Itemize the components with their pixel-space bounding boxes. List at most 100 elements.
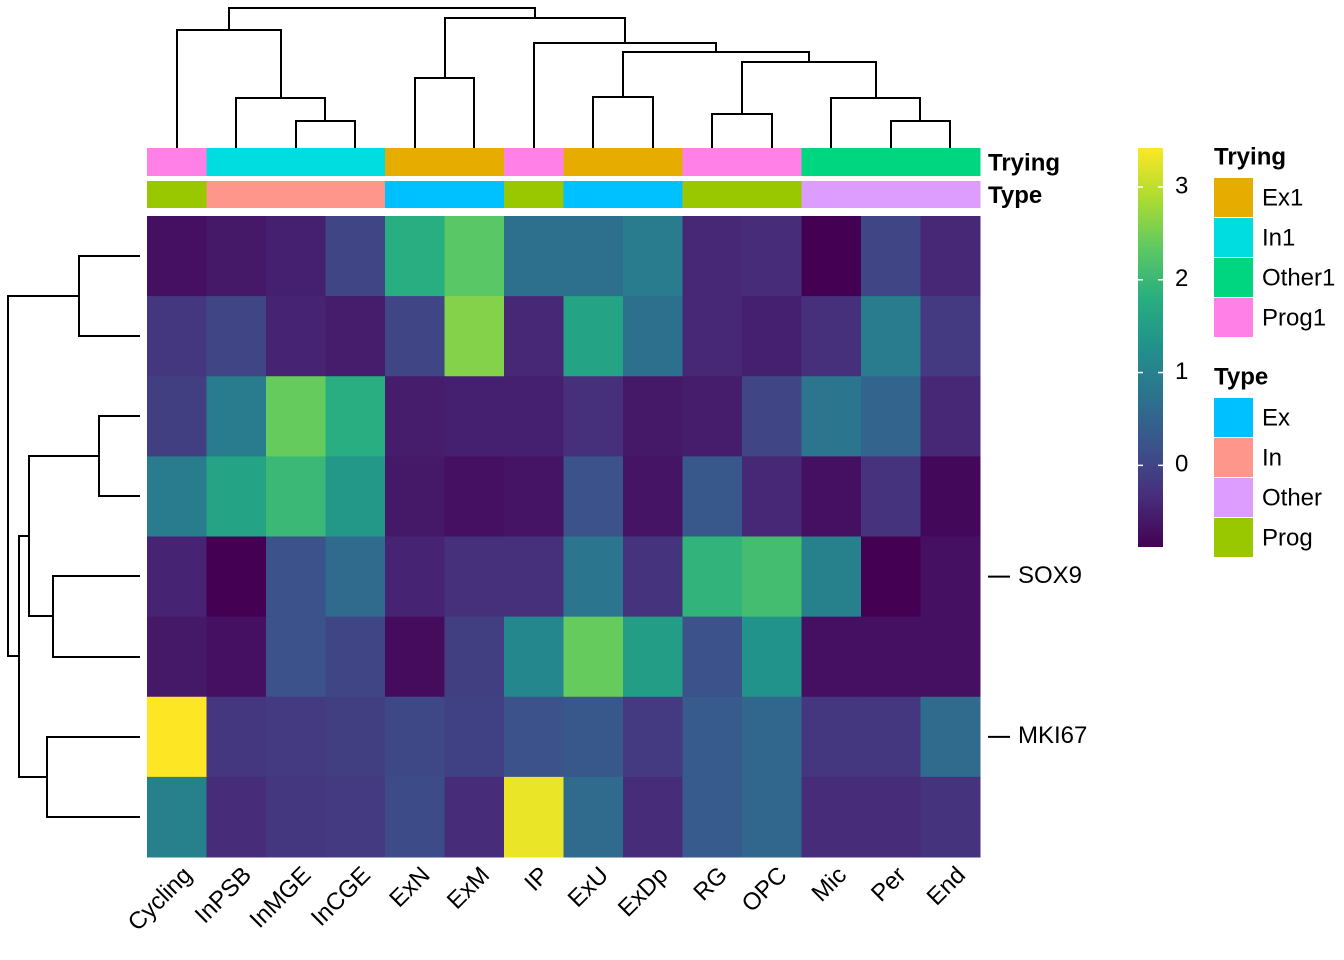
- annotation-cell: [623, 148, 683, 176]
- heatmap-cell: [563, 456, 624, 537]
- column-label: ExM: [442, 862, 495, 915]
- annotation-cell: [444, 148, 505, 176]
- heatmap-cell: [801, 536, 862, 618]
- annotation-cell: [801, 148, 862, 176]
- heatmap-cell: [801, 376, 862, 457]
- annotation-cell: [682, 181, 743, 208]
- heatmap-cell: [147, 456, 207, 537]
- annotation-cell: [742, 181, 802, 208]
- heatmap-cell: [385, 696, 445, 778]
- heatmap-cell: [742, 376, 802, 457]
- annotation-cell: [266, 148, 326, 176]
- heatmap-cell: [682, 776, 743, 858]
- heatmap-cell: [920, 696, 981, 778]
- annotation-cell: [325, 148, 386, 176]
- legend-label: Prog: [1262, 524, 1313, 551]
- heatmap-cell: [444, 216, 505, 297]
- annotation-cell: [920, 148, 981, 176]
- annotation-name: Trying: [988, 149, 1060, 176]
- heatmap-cell: [325, 376, 386, 457]
- annotation-cell: [861, 181, 921, 208]
- heatmap-cell: [266, 376, 326, 457]
- legend-swatch: [1214, 398, 1253, 437]
- colorbar-tick-label: 2: [1175, 265, 1188, 292]
- annotation-cell: [801, 181, 862, 208]
- heatmap-cell: [682, 216, 743, 297]
- heatmap-cell: [861, 696, 921, 778]
- legend-swatch: [1214, 438, 1253, 477]
- heatmap-cell: [206, 296, 267, 377]
- heatmap-cell: [861, 456, 921, 537]
- heatmap-cell: [504, 216, 564, 297]
- column-label: InPSB: [190, 862, 257, 929]
- heatmap-cell: [147, 296, 207, 377]
- heatmap-cell: [801, 616, 862, 698]
- heatmap-cell: [742, 776, 802, 858]
- heatmap-cell: [623, 616, 683, 698]
- heatmap-cell: [682, 616, 743, 698]
- annotation-cell: [325, 181, 386, 208]
- heatmap-cell: [504, 616, 564, 698]
- heatmap-cell: [682, 376, 743, 457]
- annotation-cell: [147, 148, 207, 176]
- heatmap-cell: [920, 376, 981, 457]
- column-label: ExU: [563, 862, 614, 913]
- heatmap-cell: [623, 296, 683, 377]
- heatmap-cell: [147, 696, 207, 778]
- heatmap-cell: [682, 296, 743, 377]
- legend-label: Ex: [1262, 404, 1290, 431]
- heatmap-cell: [623, 376, 683, 457]
- heatmap-cell: [563, 776, 624, 858]
- heatmap-cell: [742, 696, 802, 778]
- heatmap-cell: [444, 616, 505, 698]
- heatmap-cell: [861, 216, 921, 297]
- heatmap-cell: [206, 456, 267, 537]
- heatmap-cell: [920, 216, 981, 297]
- row-label: MKI67: [1018, 722, 1087, 749]
- heatmap-cell: [861, 776, 921, 858]
- column-label: InCGE: [306, 862, 376, 932]
- annotation-cell: [623, 181, 683, 208]
- heatmap-cell: [266, 296, 326, 377]
- heatmap-cell: [742, 456, 802, 537]
- heatmap-cell: [266, 696, 326, 778]
- annotation-cell: [504, 148, 564, 176]
- annotation-cell: [563, 148, 624, 176]
- heatmap-cell: [147, 376, 207, 457]
- heatmap-cell: [504, 776, 564, 858]
- heatmap-cell: [563, 216, 624, 297]
- annotation-cell: [147, 181, 207, 208]
- annotation-name: Type: [988, 182, 1042, 209]
- heatmap-cell: [920, 536, 981, 618]
- heatmap-cell: [444, 536, 505, 618]
- legend-swatch: [1214, 218, 1253, 257]
- heatmap-cell: [147, 776, 207, 858]
- legend-swatch: [1214, 478, 1253, 517]
- heatmap-cell: [206, 536, 267, 618]
- row-label: SOX9: [1018, 562, 1082, 589]
- heatmap-cell: [385, 616, 445, 698]
- heatmap-cell: [504, 696, 564, 778]
- heatmap-cell: [206, 376, 267, 457]
- colorbar-tick-label: 1: [1175, 358, 1188, 385]
- heatmap-cell: [444, 456, 505, 537]
- heatmap-cell: [563, 536, 624, 618]
- legend-label: Ex1: [1262, 184, 1303, 211]
- heatmap-cell: [504, 536, 564, 618]
- heatmap-cell: [861, 376, 921, 457]
- annotation-cell: [504, 181, 564, 208]
- heatmap-cell: [444, 696, 505, 778]
- column-label: Cycling: [123, 862, 198, 937]
- heatmap-cell: [325, 696, 386, 778]
- colorbar-tick-label: 0: [1175, 451, 1188, 478]
- legend-title: Trying: [1214, 143, 1286, 170]
- annotation-cell: [920, 181, 981, 208]
- heatmap-cell: [682, 536, 743, 618]
- annotation-cell: [444, 181, 505, 208]
- column-label: Mic: [806, 862, 851, 907]
- heatmap-cell: [682, 456, 743, 537]
- legend-swatch: [1214, 178, 1253, 217]
- heatmap-cell: [742, 536, 802, 618]
- column-label: InMGE: [245, 862, 317, 934]
- heatmap-cell: [623, 776, 683, 858]
